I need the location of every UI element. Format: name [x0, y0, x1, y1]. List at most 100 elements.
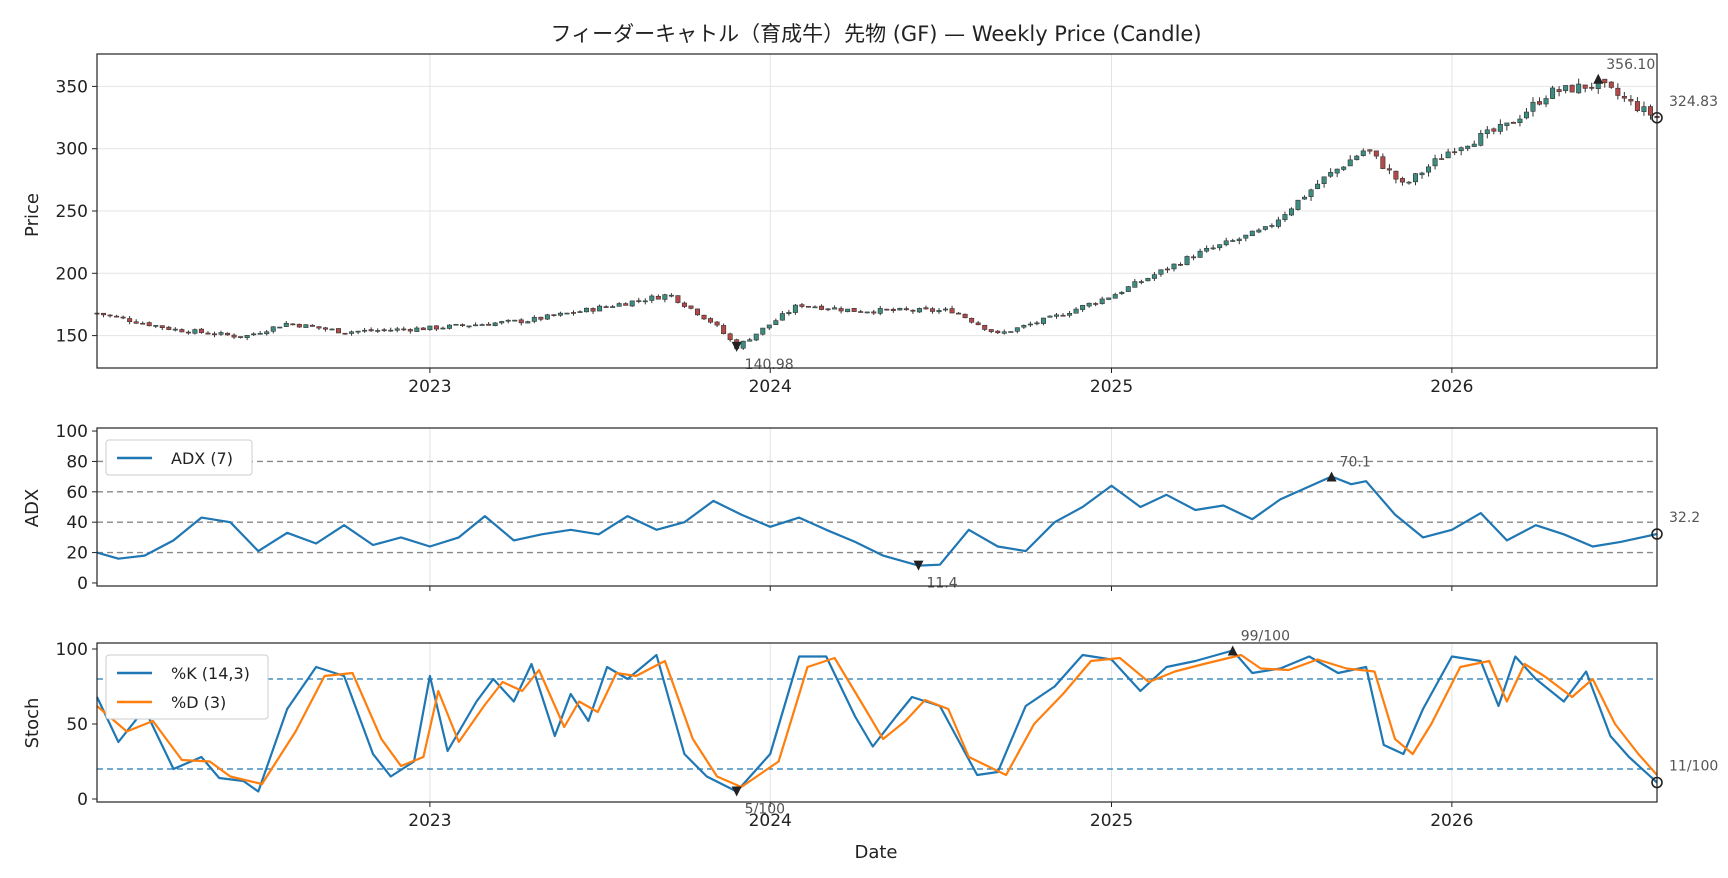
candle-body	[721, 325, 727, 335]
candle-body	[1282, 214, 1288, 221]
candle-body	[636, 300, 642, 302]
candle-body	[1432, 158, 1438, 167]
candle-body	[688, 305, 694, 309]
candle-body	[368, 329, 374, 332]
candle-body	[231, 334, 237, 338]
candle-body	[1386, 168, 1392, 171]
adx-legend: ADX (7)	[105, 439, 253, 476]
candle-body	[773, 320, 779, 325]
candle-body	[1341, 166, 1347, 170]
candle-body	[779, 313, 785, 321]
candle-body	[218, 332, 224, 335]
candle-body	[159, 325, 165, 328]
candle-body	[1171, 263, 1177, 270]
candle-body	[577, 311, 583, 313]
candle-body	[812, 306, 818, 309]
candle-body	[590, 308, 596, 312]
candle-body	[440, 327, 446, 330]
candle-body	[1647, 106, 1653, 116]
candle-body	[949, 308, 955, 314]
candle-body	[681, 302, 687, 307]
candle-body	[616, 303, 622, 307]
candle-body	[1582, 84, 1588, 89]
candle-body	[101, 312, 107, 316]
candle-body	[1249, 230, 1255, 237]
x-tick-label: 2025	[1090, 377, 1133, 397]
candle-body	[1615, 87, 1621, 96]
x-tick-label: 2025	[1090, 811, 1133, 831]
candle-body	[1510, 121, 1516, 124]
candle-body	[238, 336, 244, 338]
candle-body	[192, 329, 198, 334]
candle-body	[1151, 274, 1157, 279]
candle-body	[544, 314, 550, 320]
y-tick-label: 100	[56, 422, 88, 442]
candle-body	[982, 324, 988, 330]
last-annotation: 11/100	[1669, 759, 1718, 775]
candle-body	[153, 325, 159, 327]
candle-body	[871, 311, 877, 314]
candle-body	[564, 312, 570, 315]
candle-body	[205, 332, 211, 335]
price-panel: 2023 2024 2025 2026 150 200 250 300 350 356.10 140…	[56, 53, 1718, 397]
candle-body	[1125, 286, 1131, 292]
candle-body	[349, 331, 355, 334]
candle-body	[1040, 317, 1046, 324]
candle-body	[1138, 281, 1144, 283]
candle-body	[1288, 208, 1294, 216]
x-tick-label: 2026	[1430, 811, 1473, 831]
candle-body	[127, 318, 133, 322]
candle-body	[792, 304, 798, 313]
candle-body	[322, 327, 328, 330]
candle-body	[584, 307, 590, 313]
candle-body	[766, 324, 772, 329]
candle-body	[929, 308, 935, 312]
candle-body	[1321, 176, 1327, 184]
min-annotation: 11.4	[926, 576, 957, 592]
candle-body	[277, 326, 283, 329]
candle-body	[1275, 219, 1281, 227]
candle-body	[1145, 278, 1151, 282]
candle-body	[642, 300, 648, 303]
candle-body	[1517, 118, 1523, 123]
candle-body	[1602, 78, 1608, 84]
candle-body	[1563, 85, 1569, 92]
candle-body	[225, 332, 231, 336]
candle-body	[505, 319, 511, 322]
candle-body	[1034, 322, 1040, 325]
candle-body	[662, 294, 668, 300]
y-tick-label: 50	[66, 715, 88, 735]
candle-body	[1262, 226, 1268, 230]
candle-body	[557, 312, 563, 316]
series-line-d	[96, 653, 1658, 789]
candle-body	[1256, 229, 1262, 233]
candle-body	[897, 308, 903, 311]
stoch-y-axis-label: Stoch	[22, 698, 43, 749]
candle-body	[890, 308, 896, 311]
candle-body	[799, 304, 805, 307]
candle-body	[1106, 297, 1112, 300]
candle-body	[956, 312, 962, 315]
candle-body	[1158, 269, 1164, 275]
candle-body	[283, 322, 289, 327]
candle-body	[362, 329, 368, 332]
candle-body	[1445, 151, 1451, 159]
candle-body	[1589, 87, 1595, 89]
candle-body	[257, 333, 263, 335]
candle-body	[1569, 84, 1575, 93]
candle-body	[1641, 106, 1647, 112]
candle-body	[290, 323, 296, 326]
candle-body	[1393, 170, 1399, 180]
candle-body	[1537, 101, 1543, 105]
x-tick-label: 2023	[408, 377, 451, 397]
candle-body	[597, 305, 603, 312]
stoch-panel: 2023 2024 2025 2026 0 50 100 99/100 5/100 11/100	[56, 629, 1719, 832]
candle-body	[1354, 155, 1360, 161]
y-tick-label: 80	[66, 452, 88, 472]
candle-body	[832, 307, 838, 310]
candle-body	[629, 300, 635, 307]
candle-body	[303, 324, 309, 328]
candle-body	[473, 324, 479, 327]
candle-body	[433, 325, 439, 330]
